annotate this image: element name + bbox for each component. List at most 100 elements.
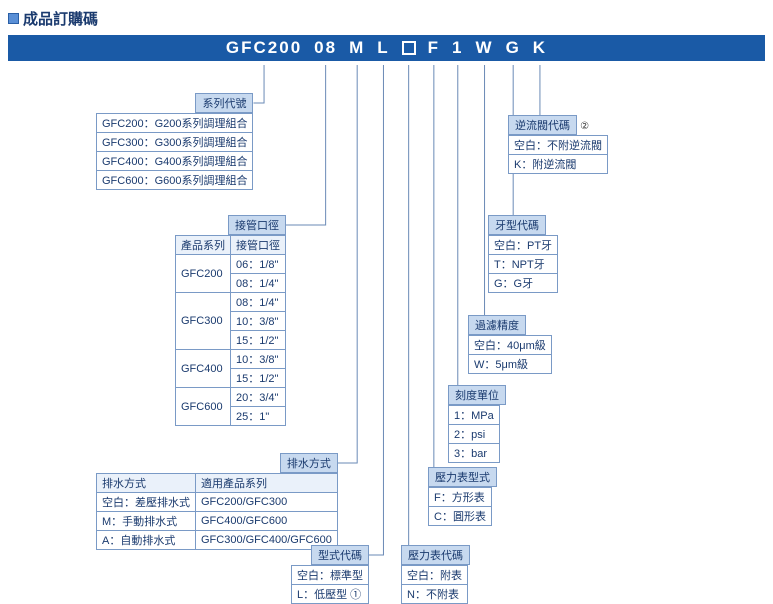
table-cell: 空白：40μm級 (469, 336, 552, 355)
code-segment: M (343, 38, 371, 58)
table-cell: W：5μm級 (469, 355, 552, 374)
table-row: F：方形表 (429, 488, 492, 507)
title-text: 成品訂購碼 (23, 8, 98, 29)
table-cell: 10：3/8" (231, 350, 286, 369)
table-cell: 06：1/8" (231, 255, 286, 274)
label-filter: 過濾精度 (468, 315, 526, 335)
table-cell: GFC400 (176, 350, 231, 388)
table-row: 空白：附表 (402, 566, 468, 585)
table-cell: T：NPT牙 (489, 255, 558, 274)
label-thread: 牙型代碼 (488, 215, 546, 235)
table-cell: GFC200/GFC300 (196, 493, 338, 512)
code-segment (396, 38, 422, 58)
table-cell: 10：3/8" (231, 312, 286, 331)
table-cell: 08：1/4" (231, 274, 286, 293)
table-cell: 1：MPa (449, 406, 500, 425)
table-cell: 空白：附表 (402, 566, 468, 585)
table-port: 產品系列 接管口徑 GFC20006：1/8"08：1/4"GFC30008：1… (175, 235, 286, 426)
table-cell: 3：bar (449, 444, 500, 463)
block-series: 系列代號 GFC200：G200系列調理組合GFC300：G300系列調理組合G… (96, 93, 253, 190)
table-cell: GFC600：G600系列調理組合 (97, 171, 253, 190)
table-cell: GFC200：G200系列調理組合 (97, 114, 253, 133)
port-hdr-size: 接管口徑 (231, 236, 286, 255)
table-row: GFC30008：1/4" (176, 293, 286, 312)
table-cell: 空白：PT牙 (489, 236, 558, 255)
label-gauge-code: 壓力表代碼 (401, 545, 470, 565)
label-series: 系列代號 (195, 93, 253, 113)
table-row: W：5μm級 (469, 355, 552, 374)
table-row: 空白：PT牙 (489, 236, 558, 255)
table-cell: 25：1" (231, 407, 286, 426)
order-code-bar: GFC20008MLF1WGK (8, 35, 765, 61)
block-gauge-type: 壓力表型式 F：方形表C：圓形表 (428, 467, 497, 526)
table-row: 1：MPa (449, 406, 500, 425)
table-cell: GFC400：G400系列調理組合 (97, 152, 253, 171)
block-drain: 排水方式 排水方式 適用產品系列 空白：差壓排水式GFC200/GFC300M：… (96, 453, 338, 550)
code-segment: 1 (446, 38, 469, 58)
table-row: 空白：標準型 (292, 566, 369, 585)
table-row: T：NPT牙 (489, 255, 558, 274)
table-filter: 空白：40μm級W：5μm級 (468, 335, 552, 374)
label-gauge-type: 壓力表型式 (428, 467, 497, 487)
table-thread: 空白：PT牙T：NPT牙G：G牙 (488, 235, 558, 293)
table-row: GFC200：G200系列調理組合 (97, 114, 253, 133)
label-scale: 刻度單位 (448, 385, 506, 405)
block-model: 型式代碼 空白：標準型L：低壓型 ① (291, 545, 369, 604)
table-row: L：低壓型 ① (292, 585, 369, 604)
table-row: C：圓形表 (429, 507, 492, 526)
table-row: M：手動排水式GFC400/GFC600 (97, 512, 338, 531)
table-drain: 排水方式 適用產品系列 空白：差壓排水式GFC200/GFC300M：手動排水式… (96, 473, 338, 550)
code-segment: K (527, 38, 553, 58)
table-cell: GFC300：G300系列調理組合 (97, 133, 253, 152)
table-cell: 空白：不附逆流閥 (509, 136, 608, 155)
drain-hdr-0: 排水方式 (97, 474, 196, 493)
table-cell: GFC600 (176, 388, 231, 426)
label-port: 接管口徑 (228, 215, 286, 235)
block-filter: 過濾精度 空白：40μm級W：5μm級 (468, 315, 552, 374)
table-gauge-code: 空白：附表N：不附表 (401, 565, 468, 604)
table-check: 空白：不附逆流閥K：附逆流閥 (508, 135, 608, 174)
title-bullet-icon (8, 13, 19, 24)
table-cell: F：方形表 (429, 488, 492, 507)
table-row: 空白：不附逆流閥 (509, 136, 608, 155)
label-model: 型式代碼 (311, 545, 369, 565)
code-segment: G (500, 38, 527, 58)
table-row: GFC400：G400系列調理組合 (97, 152, 253, 171)
table-cell: 20：3/4" (231, 388, 286, 407)
placeholder-box-icon (402, 41, 416, 55)
port-hdr-series: 產品系列 (176, 236, 231, 255)
drain-hdr-1: 適用產品系列 (196, 474, 338, 493)
table-row: 空白：差壓排水式GFC200/GFC300 (97, 493, 338, 512)
code-segment: L (371, 38, 395, 58)
table-row: N：不附表 (402, 585, 468, 604)
table-cell: 15：1/2" (231, 369, 286, 388)
table-row: GFC40010：3/8" (176, 350, 286, 369)
table-cell: 15：1/2" (231, 331, 286, 350)
table-row: G：G牙 (489, 274, 558, 293)
code-segment: F (422, 38, 446, 58)
table-gauge-type: F：方形表C：圓形表 (428, 487, 492, 526)
table-series: GFC200：G200系列調理組合GFC300：G300系列調理組合GFC400… (96, 113, 253, 190)
table-cell: 空白：標準型 (292, 566, 369, 585)
block-port: 接管口徑 產品系列 接管口徑 GFC20006：1/8"08：1/4"GFC30… (175, 215, 286, 426)
block-check: 逆流閥代碼 ② 空白：不附逆流閥K：附逆流閥 (508, 115, 608, 174)
table-cell: 空白：差壓排水式 (97, 493, 196, 512)
table-cell: 2：psi (449, 425, 500, 444)
check-note: ② (580, 121, 589, 132)
table-row: GFC60020：3/4" (176, 388, 286, 407)
block-thread: 牙型代碼 空白：PT牙T：NPT牙G：G牙 (488, 215, 558, 293)
table-cell: GFC300 (176, 293, 231, 350)
code-segment: W (470, 38, 500, 58)
table-row: 3：bar (449, 444, 500, 463)
page-title: 成品訂購碼 (8, 8, 765, 29)
table-row: 空白：40μm級 (469, 336, 552, 355)
table-cell: C：圓形表 (429, 507, 492, 526)
table-row: GFC600：G600系列調理組合 (97, 171, 253, 190)
table-cell: GFC200 (176, 255, 231, 293)
table-row: GFC20006：1/8" (176, 255, 286, 274)
diagram-area: 系列代號 GFC200：G200系列調理組合GFC300：G300系列調理組合G… (8, 65, 765, 585)
table-cell: A：自動排水式 (97, 531, 196, 550)
block-scale: 刻度單位 1：MPa2：psi3：bar (448, 385, 506, 463)
table-model: 空白：標準型L：低壓型 ① (291, 565, 369, 604)
table-cell: K：附逆流閥 (509, 155, 608, 174)
